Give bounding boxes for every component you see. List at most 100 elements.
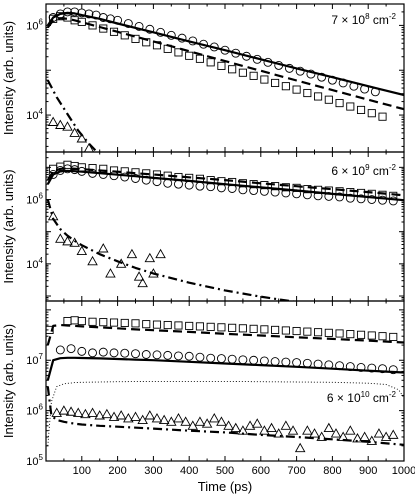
data-point-square	[131, 319, 140, 328]
data-point-triangle	[87, 255, 98, 266]
data-point-triangle	[180, 416, 191, 426]
data-point-square	[281, 326, 290, 335]
data-point-triangle	[266, 422, 277, 433]
data-point-triangle	[244, 420, 256, 430]
y-tick-exponent: 4	[39, 256, 44, 265]
data-point-circle	[120, 172, 130, 182]
annotation-base: 7 × 10	[331, 13, 365, 27]
data-point-triangle	[387, 429, 399, 439]
fit-curve-dash	[46, 17, 404, 111]
x-tick-label: 600	[252, 465, 270, 477]
data-point-square	[367, 331, 376, 340]
annotation-unit: cm	[370, 13, 389, 27]
data-point-square	[142, 320, 151, 329]
data-point-triangle	[144, 410, 156, 420]
data-point-triangle	[108, 411, 120, 421]
data-point-square	[389, 332, 398, 342]
data-point-circle	[88, 348, 97, 358]
data-point-triangle	[208, 413, 220, 423]
fit-curve-dashdot	[46, 79, 99, 152]
panel-annotation: 6 × 109 cm-2	[331, 163, 396, 178]
data-point-circle	[184, 351, 194, 361]
data-point-circle	[77, 8, 87, 18]
x-tick-label: 100	[73, 465, 91, 477]
y-tick-exponent: 6	[39, 17, 44, 26]
y-tick-exponent: 6	[39, 403, 44, 412]
data-point-circle	[281, 357, 291, 367]
data-point-circle	[356, 362, 366, 372]
data-point-circle	[55, 345, 65, 355]
data-point-circle	[120, 348, 130, 358]
data-point-circle	[292, 358, 302, 368]
annotation-unit: cm	[370, 391, 389, 405]
data-point-circle	[48, 170, 58, 179]
data-point-triangle	[158, 414, 170, 424]
data-point-circle	[163, 178, 173, 188]
data-point-circle	[367, 195, 377, 204]
data-point-square	[303, 88, 312, 98]
data-point-circle	[227, 354, 237, 364]
data-point-triangle	[123, 413, 134, 423]
data-point-triangle	[323, 422, 335, 433]
x-tick-label: 1000	[392, 465, 415, 477]
data-point-circle	[249, 355, 259, 365]
data-point-circle	[378, 364, 387, 374]
data-point-triangle	[216, 416, 227, 426]
x-tick-label: 400	[180, 465, 198, 477]
data-point-square	[206, 322, 215, 331]
plot-area	[46, 160, 404, 301]
data-point-square	[195, 54, 204, 63]
annotation-exp: 9	[365, 163, 370, 172]
data-point-triangle	[62, 235, 73, 246]
data-point-square	[335, 99, 344, 108]
data-point-circle	[345, 193, 355, 203]
data-point-square	[238, 324, 247, 333]
data-point-triangle	[133, 271, 145, 281]
data-point-square	[99, 318, 108, 327]
y-tick-exponent: 6	[39, 192, 44, 201]
data-point-triangle	[126, 248, 138, 259]
data-point-square	[314, 92, 323, 101]
data-point-square	[77, 316, 86, 326]
data-point-triangle	[101, 408, 113, 419]
data-point-square	[314, 328, 323, 337]
data-point-square	[367, 109, 376, 118]
y-tick-label: 104	[26, 256, 43, 271]
data-point-square	[163, 320, 172, 330]
y-tick-base: 10	[26, 20, 38, 32]
data-point-triangle	[155, 248, 166, 259]
annotation-exp: 8	[365, 12, 370, 21]
data-point-circle	[367, 363, 377, 373]
y-tick-base: 10	[26, 110, 38, 122]
data-point-square	[281, 183, 290, 192]
data-point-triangle	[223, 420, 234, 430]
data-point-circle	[356, 194, 366, 204]
data-point-triangle	[55, 233, 66, 243]
data-point-square	[324, 95, 333, 104]
data-point-circle	[145, 24, 155, 34]
data-point-circle	[163, 350, 173, 360]
data-point-square	[303, 327, 312, 336]
fit-curve-dash	[46, 167, 404, 197]
data-point-triangle	[302, 425, 313, 435]
data-point-square	[238, 179, 247, 188]
data-point-triangle	[115, 410, 127, 420]
data-point-circle	[195, 352, 205, 362]
y-tick-base: 10	[26, 406, 38, 418]
data-point-square	[271, 325, 280, 334]
data-point-triangle	[47, 116, 59, 126]
y-axis-label: Intensity (arb. units)	[1, 324, 16, 438]
data-point-circle	[238, 355, 248, 365]
data-point-triangle	[201, 418, 213, 428]
data-point-square	[378, 332, 387, 341]
y-axis-label: Intensity (arb. units)	[1, 169, 16, 283]
data-point-square	[249, 71, 258, 80]
data-point-triangle	[76, 245, 88, 255]
x-tick-label: 800	[323, 465, 341, 477]
data-point-triangle	[80, 408, 91, 419]
fit-curve-dashdot	[46, 199, 298, 301]
panel-annotation: 6 × 1010 cm-2	[327, 390, 397, 405]
